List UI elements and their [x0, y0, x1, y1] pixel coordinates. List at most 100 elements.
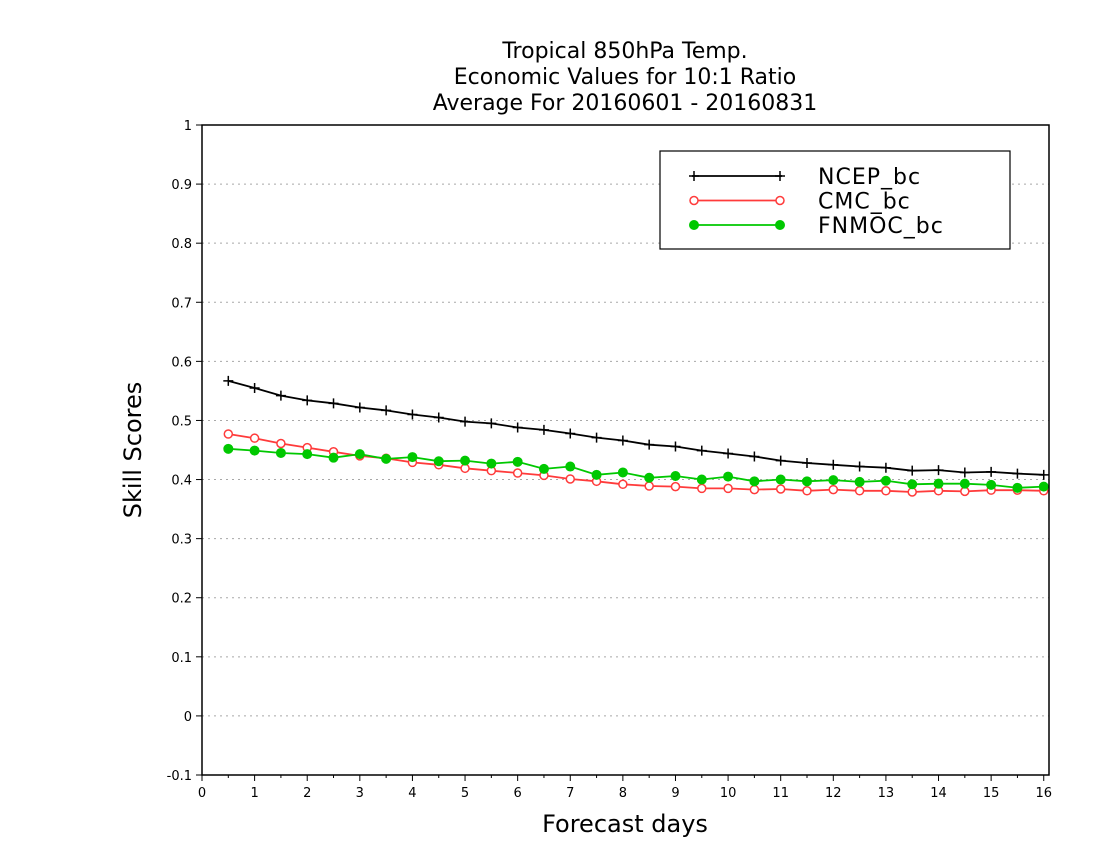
x-tick-label: 1 [250, 786, 258, 801]
data-point [696, 474, 707, 485]
data-point [670, 471, 681, 481]
data-point [854, 486, 865, 496]
data-point [565, 474, 576, 484]
data-point [775, 474, 786, 485]
data-point [565, 461, 576, 472]
data-point [933, 465, 944, 476]
data-point [1038, 469, 1049, 480]
data-point [512, 456, 523, 467]
data-point [986, 479, 997, 490]
data-point [723, 448, 734, 459]
data-point [275, 390, 286, 401]
data-point [381, 453, 392, 464]
legend-marker [689, 220, 699, 230]
data-point [328, 452, 339, 463]
data-point [749, 484, 760, 495]
data-point [407, 452, 418, 463]
data-point [328, 398, 339, 409]
data-point [907, 465, 918, 476]
x-tick-label: 10 [720, 786, 737, 801]
x-tick-label: 14 [930, 786, 947, 801]
x-tick-label: 7 [566, 786, 574, 801]
y-tick-label: 0 [184, 710, 192, 725]
data-point [644, 439, 655, 450]
data-point [1012, 468, 1023, 479]
x-axis-ticks: 0 1 2 3 4 5 6 7 8 9 10 11 12 13 14 15 16 [198, 775, 1052, 801]
chart-title-line-2: Economic Values for 10:1 Ratio [454, 65, 796, 90]
data-point [512, 468, 523, 478]
x-tick-label: 13 [878, 786, 895, 801]
data-point [591, 432, 602, 443]
data-point [223, 429, 234, 439]
y-tick-label: 0.9 [171, 178, 192, 193]
data-point [249, 445, 260, 456]
y-tick-label: 0.6 [171, 355, 192, 370]
x-tick-label: 5 [461, 786, 469, 801]
data-point [1038, 481, 1049, 492]
data-point [802, 458, 812, 468]
data-point [249, 382, 260, 393]
data-point [696, 445, 707, 456]
data-point [302, 449, 313, 460]
data-point [802, 486, 812, 496]
data-point [907, 479, 918, 490]
data-point [854, 476, 865, 487]
data-point [775, 484, 786, 494]
data-point [802, 476, 812, 487]
data-point [880, 462, 891, 473]
data-point [223, 375, 234, 386]
data-point [933, 478, 944, 489]
data-point [354, 449, 365, 460]
data-point [723, 471, 734, 482]
data-point [749, 451, 760, 462]
data-point [591, 469, 602, 480]
data-point [617, 467, 628, 478]
data-point [302, 395, 313, 406]
x-tick-label: 15 [983, 786, 1000, 801]
legend-label: CMC_bc [818, 190, 911, 215]
data-point [223, 443, 234, 454]
series-CMC_bc [223, 429, 1049, 497]
data-point [880, 475, 891, 486]
chart-title-line-3: Average For 20160601 - 20160831 [433, 91, 818, 116]
legend-marker [775, 171, 785, 181]
y-tick-label: 0.4 [171, 474, 192, 489]
data-point [407, 409, 418, 420]
data-point [433, 456, 444, 467]
legend-label: NCEP_bc [818, 165, 921, 190]
data-point [670, 481, 681, 492]
y-axis-ticks: -0.1 0 0.1 0.2 0.3 0.4 0.5 0.6 0.7 0.8 0.9 1 [167, 119, 202, 784]
chart-title: Tropical 850hPa Temp. Economic Values fo… [433, 39, 818, 116]
series-FNMOC_bc [223, 443, 1049, 493]
x-tick-label: 8 [619, 786, 627, 801]
legend-box [659, 150, 1011, 250]
x-tick-label: 16 [1035, 786, 1052, 801]
data-point [538, 463, 549, 474]
data-point [460, 416, 471, 427]
data-point [512, 422, 523, 433]
data-point [617, 435, 628, 446]
x-tick-label: 11 [772, 786, 789, 801]
x-tick-label: 9 [671, 786, 679, 801]
y-tick-label: 0.7 [171, 296, 192, 311]
data-point [986, 466, 997, 477]
legend-label: FNMOC_bc [818, 214, 944, 239]
y-tick-label: 0.8 [171, 237, 192, 252]
data-point [854, 461, 865, 472]
data-point [775, 455, 786, 466]
y-tick-label: 0.1 [171, 651, 192, 666]
data-point [618, 479, 628, 490]
data-point [828, 459, 839, 470]
data-point [249, 433, 260, 443]
x-tick-label: 12 [825, 786, 842, 801]
data-point [565, 428, 576, 439]
data-point [1012, 482, 1023, 493]
y-axis-label: Skill Scores [119, 382, 147, 519]
data-point [828, 475, 839, 486]
series-line [228, 380, 1044, 476]
data-point [749, 476, 760, 487]
series-NCEP_bc [223, 375, 1049, 480]
x-tick-label: 4 [408, 786, 416, 801]
data-point [881, 486, 891, 496]
